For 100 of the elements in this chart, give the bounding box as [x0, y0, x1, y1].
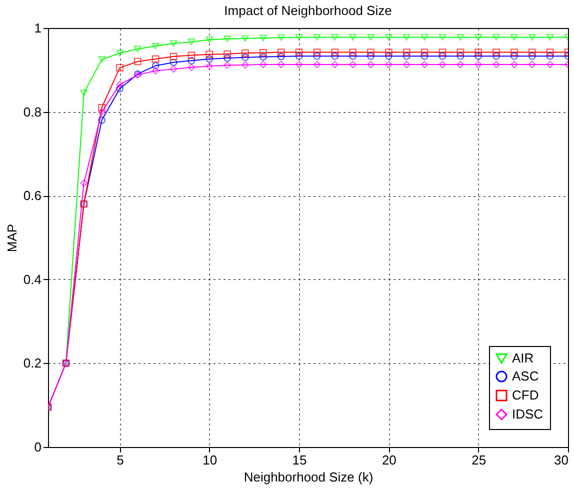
point [438, 48, 446, 56]
point [277, 34, 285, 41]
point [295, 52, 303, 60]
point [116, 64, 124, 72]
point [98, 116, 106, 124]
point [313, 60, 321, 68]
point [528, 34, 536, 40]
point [134, 46, 142, 52]
point [385, 52, 392, 60]
point [224, 62, 231, 69]
point [313, 34, 321, 40]
point [295, 34, 303, 40]
point [402, 60, 410, 68]
point [206, 55, 214, 63]
legend-label: CFD [512, 388, 539, 402]
point [456, 60, 464, 68]
point [170, 40, 178, 47]
x-axis-title: Neighborhood Size (k) [244, 470, 374, 484]
point [546, 34, 554, 40]
point [456, 52, 464, 60]
point [224, 36, 231, 42]
point [116, 85, 124, 92]
point [528, 52, 536, 60]
point [116, 50, 124, 56]
x-tick-label: 15 [292, 452, 307, 468]
chart-title: Impact of Neighborhood Size [224, 3, 392, 18]
point [349, 52, 356, 60]
point [134, 58, 142, 66]
y-axis-title: MAP [4, 224, 20, 252]
point [277, 48, 285, 56]
point [510, 34, 518, 40]
point [385, 34, 392, 40]
point [277, 52, 285, 60]
point [242, 49, 249, 57]
y-tick-label: 0 [34, 440, 42, 454]
point [116, 80, 124, 88]
point [313, 52, 321, 60]
x-tick-label: 25 [472, 452, 486, 468]
point [152, 55, 160, 63]
point [474, 48, 482, 56]
legend-label: AIR [512, 350, 534, 366]
point [420, 48, 428, 56]
point [331, 48, 339, 56]
point [277, 60, 285, 68]
point [188, 57, 196, 64]
point [170, 65, 178, 73]
point [349, 34, 356, 40]
point [546, 60, 554, 68]
point [367, 48, 374, 56]
point [456, 34, 464, 40]
y-tick-label: 0.4 [23, 272, 42, 287]
point [510, 60, 518, 68]
point [474, 34, 482, 40]
point [528, 48, 536, 56]
point [152, 62, 160, 70]
y-tick-label: 0.6 [23, 188, 42, 204]
point [367, 52, 374, 60]
point [402, 52, 410, 60]
legend-label: IDSC [512, 406, 544, 422]
point [170, 52, 178, 60]
point [206, 36, 214, 43]
point [260, 53, 267, 61]
point [295, 48, 303, 56]
y-tick-label: 0.8 [23, 104, 42, 120]
point [152, 67, 160, 74]
point [438, 52, 446, 60]
point [402, 34, 410, 40]
point [367, 60, 374, 68]
point [242, 54, 249, 61]
point [367, 34, 374, 40]
point [224, 50, 231, 58]
point [331, 34, 339, 40]
point [242, 35, 249, 42]
point [242, 61, 249, 69]
point [385, 60, 392, 68]
point [260, 34, 267, 42]
x-tick-label: 20 [382, 452, 396, 468]
point [152, 42, 160, 50]
x-tick-label: 30 [554, 452, 568, 468]
point [402, 48, 410, 56]
point [313, 48, 321, 56]
point [224, 54, 231, 62]
point [385, 48, 392, 56]
point [528, 60, 536, 68]
point [206, 50, 214, 58]
y-tick-label: 0.2 [23, 356, 42, 371]
point [420, 52, 428, 60]
point [420, 34, 428, 40]
point [80, 179, 88, 187]
x-tick-label: 5 [116, 452, 124, 468]
point [492, 52, 500, 60]
point [80, 90, 88, 96]
point [331, 60, 339, 68]
point [492, 48, 500, 56]
point [420, 60, 428, 68]
legend-label: ASC [512, 368, 539, 384]
point [492, 60, 500, 68]
point [510, 48, 518, 56]
point [98, 56, 106, 63]
point [474, 52, 482, 60]
